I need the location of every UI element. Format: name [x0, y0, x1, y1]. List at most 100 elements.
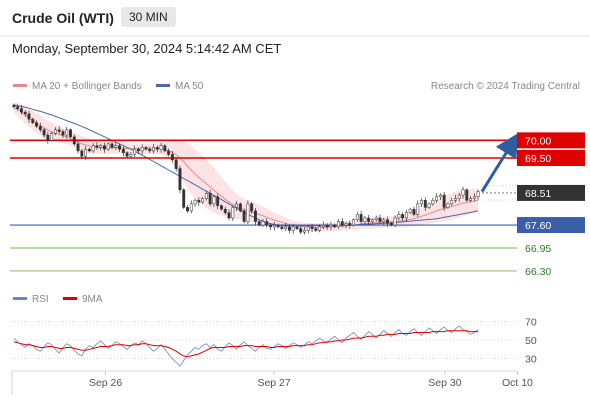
candle-body-62	[246, 203, 250, 222]
level-labels: 70.00 69.50 67.60 66.95 66.30 68.51	[517, 132, 585, 278]
candle-body-78	[306, 226, 310, 231]
candle-body-0	[12, 104, 16, 108]
candle-body-36	[148, 148, 152, 152]
candle-body-106	[412, 208, 416, 215]
legend-label-ma20: MA 20 + Bollinger Bands	[32, 81, 142, 92]
candle-body-16	[72, 136, 76, 145]
candle-body-93	[363, 217, 367, 222]
candle-body-18	[80, 150, 84, 157]
candle-body-31	[129, 154, 133, 157]
candle-body-40	[163, 145, 167, 152]
candle-body-97	[378, 217, 382, 222]
candle-body-89	[348, 223, 352, 226]
candle-body-47	[189, 203, 193, 212]
candle-body-95	[370, 219, 374, 222]
level-label-4: 66.30	[525, 266, 551, 278]
candle-body-101	[393, 217, 397, 226]
candle-body-82	[321, 224, 325, 228]
level-label-3: 66.95	[525, 243, 551, 255]
candle-body-103	[401, 214, 405, 219]
candle-body-91	[355, 214, 359, 221]
candle-body-63	[250, 203, 254, 212]
candle-body-114	[442, 194, 446, 208]
candle-body-21	[91, 145, 95, 152]
candle-body-64	[253, 210, 257, 222]
candle-body-51	[204, 193, 208, 199]
x-tick-label-1: Sep 27	[257, 377, 290, 389]
legend-label-rsi: RSI	[32, 294, 49, 305]
time-axis: Sep 26 Sep 27 Sep 30 Oct 10	[11, 370, 533, 395]
candle-body-6	[35, 122, 38, 127]
candle-body-50	[201, 198, 205, 203]
chart-header: Crude Oil (WTI) 30 MIN	[0, 0, 590, 36]
candle-body-32	[133, 148, 137, 155]
candle-body-65	[257, 221, 261, 226]
candle-body-83	[325, 224, 329, 228]
candle-body-111	[431, 200, 435, 205]
legend-swatch-ma20	[13, 84, 27, 87]
candle-body-23	[99, 145, 103, 148]
projection-arrow	[480, 132, 519, 193]
candle-body-86	[337, 221, 340, 228]
bollinger-band	[13, 102, 479, 232]
candle-body-90	[352, 219, 356, 226]
candle-body-92	[359, 214, 363, 222]
rsi-ma-line	[13, 330, 479, 358]
candle-body-26	[110, 143, 114, 148]
level-label-bg-2	[517, 217, 585, 234]
candle-body-79	[310, 226, 314, 229]
candle-body-72	[284, 226, 288, 229]
candle-body-11	[53, 129, 57, 134]
candle-body-119	[461, 189, 465, 196]
candle-body-117	[454, 198, 457, 201]
timeframe-badge[interactable]: 30 MIN	[121, 7, 176, 27]
legend-swatch-rsi	[13, 297, 27, 300]
level-label-1: 69.50	[525, 153, 551, 165]
candle-body-55	[220, 205, 223, 210]
candle-body-56	[223, 208, 227, 213]
x-tick-label-0: Sep 26	[89, 377, 122, 389]
candle-body-38	[155, 147, 159, 150]
rsi-tick-0: 70	[525, 316, 537, 328]
candle-body-123	[476, 191, 480, 198]
candle-body-121	[469, 198, 473, 201]
candle-body-53	[212, 196, 216, 205]
candle-body-59	[235, 203, 239, 208]
rsi-tick-1: 50	[525, 335, 537, 347]
price-levels	[10, 139, 517, 272]
candle-body-70	[276, 224, 280, 228]
current-price-label: 68.51	[525, 188, 551, 200]
candle-body-76	[299, 228, 303, 233]
candle-body-96	[374, 217, 378, 221]
candle-body-24	[103, 145, 106, 150]
candle-body-14	[65, 129, 69, 136]
candle-body-67	[265, 221, 269, 226]
projection	[480, 132, 519, 193]
level-label-bg-1	[517, 150, 585, 166]
x-tick-label-3: Oct 10	[502, 377, 533, 389]
datetime-stamp: Monday, September 30, 2024 5:14:42 AM CE…	[12, 41, 282, 56]
candle-body-88	[344, 223, 348, 226]
candle-body-52	[208, 193, 212, 205]
candle-body-80	[314, 228, 318, 231]
candle-body-28	[118, 145, 122, 150]
candle-body-113	[438, 194, 442, 198]
ma20-line	[13, 107, 479, 228]
candle-body-1	[16, 106, 20, 109]
candle-body-73	[287, 226, 291, 231]
candle-body-108	[420, 200, 423, 205]
candle-body-41	[167, 150, 171, 155]
candle-body-71	[280, 226, 284, 229]
legend-label-ma50: MA 50	[175, 81, 204, 92]
moving-averages	[13, 104, 479, 228]
candle-body-68	[269, 224, 272, 228]
candle-body-66	[261, 221, 265, 226]
candle-body-27	[114, 145, 118, 148]
candle-body-69	[272, 224, 276, 228]
candle-body-77	[303, 230, 306, 233]
candle-body-116	[450, 200, 454, 205]
bollinger-band-area	[13, 102, 479, 232]
candle-body-29	[121, 148, 125, 153]
candle-body-43	[174, 159, 178, 169]
